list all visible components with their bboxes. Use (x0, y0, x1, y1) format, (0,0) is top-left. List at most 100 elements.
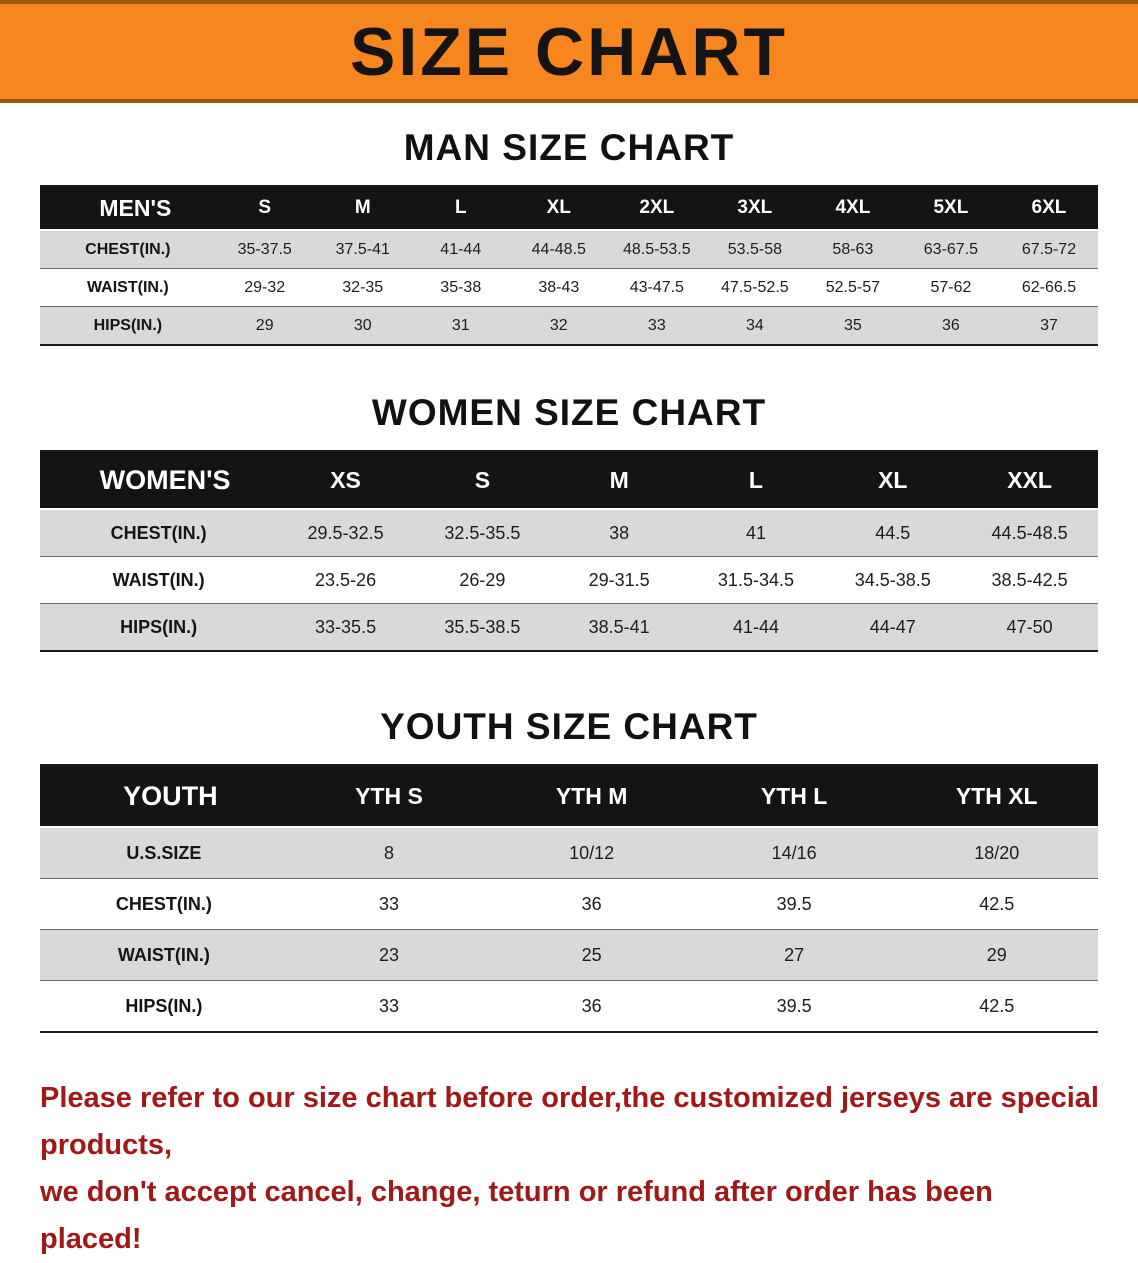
table-cell: 35 (803, 306, 902, 346)
table-cell: 37.5-41 (313, 230, 412, 269)
table-cell: 52.5-57 (803, 268, 902, 307)
table-cell: 23 (287, 929, 491, 981)
row-label: HIPS(IN.) (40, 306, 216, 346)
table-cell: 31 (411, 306, 510, 346)
row-label: HIPS(IN.) (40, 980, 288, 1033)
table-cell: 38-43 (509, 268, 608, 307)
youth-section-heading: YOUTH SIZE CHART (380, 706, 758, 747)
row-label: U.S.SIZE (40, 827, 288, 879)
notice-line-1: Please refer to our size chart before or… (40, 1082, 1099, 1161)
column-header: YTH XL (895, 765, 1098, 828)
column-header: S (215, 186, 314, 231)
column-header: 2XL (607, 186, 706, 231)
table-cell: 29-32 (215, 268, 314, 307)
row-label: CHEST(IN.) (40, 230, 216, 269)
table-row: HIPS(IN.) 33 36 39.5 42.5 (40, 980, 1098, 1033)
table-cell: 58-63 (803, 230, 902, 269)
notice-line-2: we don't accept cancel, change, teturn o… (40, 1175, 993, 1255)
men-size-section: MAN SIZE CHART MEN'S S M L XL 2XL 3XL 4XL 5XL 6XL… (0, 127, 1138, 346)
table-cell: 43-47.5 (607, 268, 706, 307)
table-cell: 53.5-58 (705, 230, 804, 269)
table-row: WAIST(IN.) 23 25 27 29 (40, 929, 1098, 981)
size-table: MEN'S S M L XL 2XL 3XL 4XL 5XL 6XL CHEST(IN.) 35-37… (40, 185, 1098, 346)
table-cell: 39.5 (692, 878, 896, 930)
table-cell: 27 (692, 929, 896, 981)
men-section-heading: MAN SIZE CHART (403, 127, 735, 168)
table-cell: 57-62 (901, 268, 1000, 307)
row-label: WAIST(IN.) (40, 929, 288, 981)
column-header: YTH L (692, 765, 896, 828)
men-size-table: MEN'S S M L XL 2XL 3XL 4XL 5XL 6XL CHEST(IN.) 35-37… (40, 185, 1098, 346)
table-cell: 23.5-26 (277, 556, 414, 604)
row-label: WAIST(IN.) (40, 556, 278, 604)
column-header: M (550, 451, 688, 510)
table-cell: 30 (313, 306, 412, 346)
youth-size-table: YOUTH YTH S YTH M YTH L YTH XL U.S.SIZE 8 10/12… (40, 764, 1098, 1033)
table-header-row: YOUTH YTH S YTH M YTH L YTH XL (40, 765, 1098, 828)
column-header: XL (824, 451, 962, 510)
size-table: YOUTH YTH S YTH M YTH L YTH XL U.S.SIZE 8 10/12… (40, 764, 1098, 1033)
column-header: L (411, 186, 510, 231)
table-cell: 29 (215, 306, 314, 346)
table-cell: 48.5-53.5 (607, 230, 706, 269)
table-cell: 32-35 (313, 268, 412, 307)
column-header: 3XL (705, 186, 804, 231)
table-cell: 41 (687, 509, 825, 557)
table-row: WAIST(IN.) 23.5-26 26-29 29-31.5 31.5-34.5 34… (40, 556, 1098, 604)
table-cell: 26-29 (413, 556, 551, 604)
row-label: HIPS(IN.) (40, 603, 278, 652)
row-label: CHEST(IN.) (40, 878, 288, 930)
table-cell: 32 (509, 306, 608, 346)
row-label: WAIST(IN.) (40, 268, 216, 307)
column-header: XXL (961, 451, 1098, 510)
table-cell: 34 (705, 306, 804, 346)
table-cell: 44.5-48.5 (961, 509, 1098, 557)
table-cell: 29-31.5 (550, 556, 688, 604)
table-cell: 36 (901, 306, 1000, 346)
table-cell: 38.5-42.5 (961, 556, 1098, 604)
women-size-section: WOMEN SIZE CHART WOMEN'S XS S M L XL XXL CHEST(… (0, 392, 1138, 652)
table-cell: 35.5-38.5 (413, 603, 551, 652)
youth-size-section: YOUTH SIZE CHART YOUTH YTH S YTH M YTH L YTH… (0, 706, 1138, 1033)
column-header: XL (509, 186, 608, 231)
table-cell: 41-44 (411, 230, 510, 269)
table-header-row: MEN'S S M L XL 2XL 3XL 4XL 5XL 6XL (40, 186, 1098, 231)
table-cell: 33 (287, 980, 491, 1033)
table-cell: 34.5-38.5 (824, 556, 962, 604)
table-cell: 25 (490, 929, 693, 981)
table-cell: 35-38 (411, 268, 510, 307)
table-cell: 36 (490, 980, 693, 1033)
table-cell: 62-66.5 (999, 268, 1098, 307)
banner-title: SIZE CHART (350, 13, 788, 90)
column-header: YTH M (490, 765, 693, 828)
table-cell: 36 (490, 878, 693, 930)
table-cell: 41-44 (687, 603, 825, 652)
size-chart-banner: SIZE CHART (0, 0, 1138, 103)
column-header: 5XL (901, 186, 1000, 231)
table-cell: 37 (999, 306, 1098, 346)
column-header: YTH S (287, 765, 491, 828)
table-row: CHEST(IN.) 35-37.5 37.5-41 41-44 44-48.5 48.5… (40, 230, 1098, 269)
table-cell: 29.5-32.5 (277, 509, 414, 557)
table-cell: 44-48.5 (509, 230, 608, 269)
table-cell: 38 (550, 509, 688, 557)
column-header: 4XL (803, 186, 902, 231)
table-header-row: WOMEN'S XS S M L XL XXL (40, 451, 1098, 510)
table-cell: 33 (607, 306, 706, 346)
size-charts: MAN SIZE CHART MEN'S S M L XL 2XL 3XL 4XL 5XL 6XL… (0, 127, 1138, 1033)
table-row: WAIST(IN.) 29-32 32-35 35-38 38-43 43-47.5 47.… (40, 268, 1098, 307)
table-row: HIPS(IN.) 29 30 31 32 33 34 35 36 37 (40, 306, 1098, 346)
table-cell: 33-35.5 (277, 603, 414, 652)
table-corner-label: YOUTH (40, 765, 288, 828)
table-cell: 32.5-35.5 (413, 509, 551, 557)
column-header: M (313, 186, 412, 231)
table-cell: 39.5 (692, 980, 896, 1033)
table-cell: 18/20 (895, 827, 1098, 879)
table-cell: 31.5-34.5 (687, 556, 825, 604)
table-cell: 8 (287, 827, 491, 879)
table-cell: 47-50 (961, 603, 1098, 652)
table-corner-label: WOMEN'S (40, 451, 278, 510)
table-cell: 35-37.5 (215, 230, 314, 269)
women-size-table: WOMEN'S XS S M L XL XXL CHEST(IN.) 29.5-32.5 32.5… (40, 450, 1098, 652)
column-header: L (687, 451, 825, 510)
